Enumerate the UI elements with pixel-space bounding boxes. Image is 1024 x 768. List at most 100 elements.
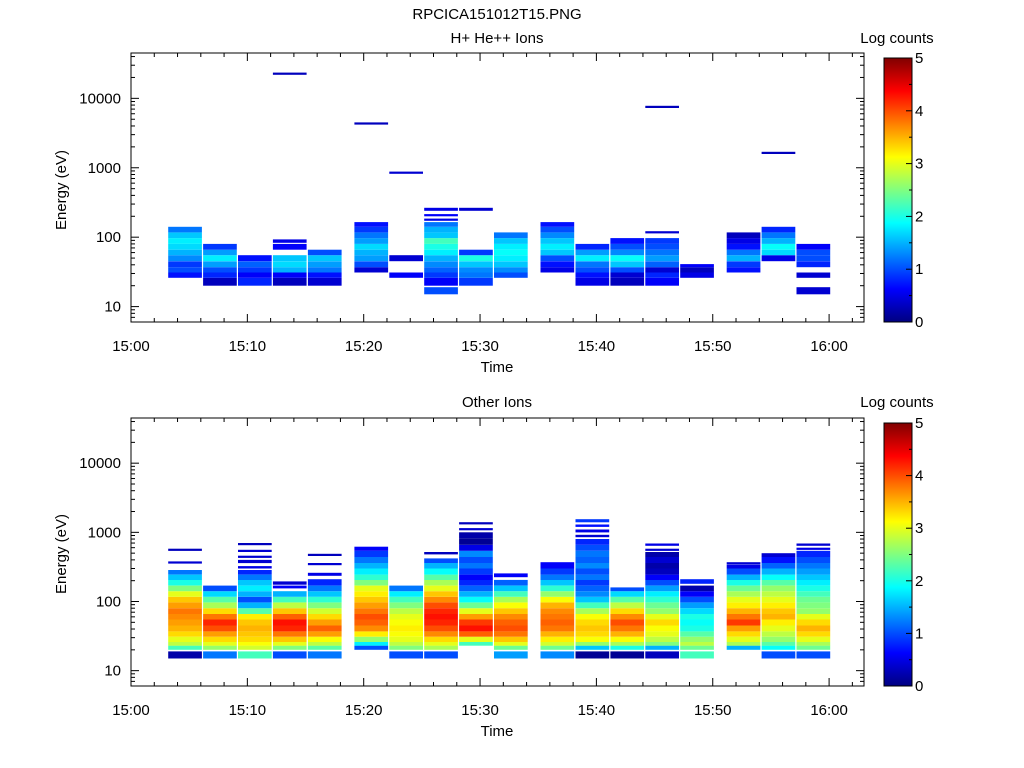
- heatmap-cell: [238, 272, 272, 278]
- colorbar-label: Log counts: [860, 394, 933, 411]
- y-tick-label: 100: [96, 593, 121, 610]
- heatmap-cell: [424, 625, 458, 632]
- y-tick-label: 10: [104, 299, 121, 316]
- heatmap-cell: [680, 602, 714, 609]
- heatmap-cell: [610, 636, 645, 642]
- heatmap-cell: [459, 532, 493, 539]
- x-tick-label: 15:10: [229, 338, 267, 355]
- x-tick-label: 15:00: [112, 702, 150, 719]
- heatmap-cell: [354, 249, 389, 256]
- heatmap-cell: [238, 642, 272, 646]
- colorbar-gradient: [883, 57, 913, 323]
- heatmap-cell: [575, 608, 610, 614]
- heatmap-cell: [610, 272, 645, 278]
- heatmap-cell: [645, 574, 679, 580]
- heatmap-cell: [307, 642, 342, 646]
- heatmap-cell: [575, 651, 610, 659]
- heatmap-cell: [389, 651, 423, 659]
- heatmap-cell: [645, 563, 679, 569]
- heatmap-cell: [680, 651, 714, 659]
- colorbar-tick-label: 2: [915, 208, 923, 225]
- heatmap-cell: [540, 243, 575, 250]
- heatmap-cell: [540, 574, 575, 580]
- heatmap-cell: [575, 544, 610, 551]
- y-axis: 10 100 1000 10000: [79, 421, 864, 687]
- heatmap-cell: [726, 625, 761, 632]
- heatmap-cell: [459, 563, 493, 569]
- heatmap-cell: [424, 585, 458, 592]
- heatmap-cell: [726, 249, 761, 256]
- heatmap-cell: [540, 579, 575, 586]
- heatmap-cell: [203, 272, 237, 278]
- heatmap-cell: [575, 563, 610, 569]
- heatmap-cell: [203, 261, 237, 268]
- x-tick-label: 15:30: [461, 338, 499, 355]
- heatmap-cell: [610, 619, 645, 626]
- y-axis-label: Energy (eV): [53, 514, 70, 594]
- heatmap-cell: [761, 579, 796, 586]
- heatmap-cell: [575, 249, 610, 256]
- heatmap-cell: [575, 557, 610, 563]
- heatmap-cell: [680, 267, 714, 273]
- heatmap-cell: [424, 232, 458, 239]
- heatmap-cell: [389, 614, 423, 620]
- heatmap-cell: [203, 619, 237, 626]
- heatmap-cell: [272, 591, 307, 597]
- heatmap-cell: [238, 625, 272, 632]
- heatmap-cell: [645, 608, 679, 614]
- heatmap-cell: [238, 267, 272, 273]
- heatmap-cell: [761, 232, 796, 239]
- heatmap-cell: [459, 636, 493, 642]
- heatmap-cell: [540, 619, 575, 626]
- heatmap-cell: [168, 651, 202, 659]
- heatmap-cell: [761, 614, 796, 620]
- heatmap-cell: [726, 255, 761, 262]
- heatmap-cell: [540, 568, 575, 575]
- x-axis: 15:00 15:10 15:20 15:30 15:40 15:50 16:00: [112, 53, 853, 355]
- heatmap-cell: [238, 277, 272, 286]
- colorbar-tick-label: 1: [915, 625, 923, 642]
- heatmap-cell: [203, 651, 237, 659]
- heatmap-cell: [168, 619, 202, 626]
- heatmap-cell: [645, 645, 679, 650]
- heatmap-cell: [796, 619, 831, 626]
- heatmap-cell: [494, 238, 528, 244]
- heatmap-cell: [645, 543, 679, 546]
- heatmap-cell: [796, 255, 831, 262]
- heatmap-cell: [726, 596, 761, 603]
- heatmap-cell: [354, 267, 389, 273]
- heatmap-cell: [726, 585, 761, 592]
- heatmap-cell: [354, 625, 389, 632]
- heatmap-cell: [238, 591, 272, 597]
- heatmap-cell: [354, 261, 389, 268]
- heatmap-cell: [796, 579, 831, 586]
- heatmap-cell: [272, 581, 307, 585]
- heatmap-cell: [203, 249, 237, 256]
- heatmap-cell: [272, 602, 307, 609]
- heatmap-cell: [680, 579, 714, 584]
- heatmap-cell: [272, 625, 307, 632]
- heatmap-cell: [796, 636, 831, 642]
- heatmap-cell: [203, 243, 237, 250]
- heatmap-cell: [540, 625, 575, 632]
- heatmap-cell: [726, 238, 761, 244]
- heatmap-cell: [307, 614, 342, 620]
- heatmap-cell: [424, 552, 458, 555]
- heatmap-cell: [307, 255, 342, 262]
- colorbar-tick-label: 2: [915, 573, 923, 590]
- x-axis-label: Time: [481, 359, 514, 376]
- heatmap-cell: [307, 619, 342, 626]
- heatmap-cell: [203, 255, 237, 262]
- heatmap-cell: [645, 238, 679, 244]
- heatmap-cell: [645, 631, 679, 637]
- heatmap-cell: [494, 651, 528, 659]
- heatmap-cell: [796, 287, 831, 295]
- heatmap-cell: [610, 642, 645, 646]
- heatmap-cell: [272, 585, 307, 589]
- heatmap-cell: [494, 232, 528, 239]
- heatmap-cell: [424, 218, 458, 221]
- heatmap-cell: [645, 231, 679, 234]
- heatmap-cell: [540, 645, 575, 650]
- heatmap-cell: [575, 614, 610, 620]
- heatmap-cell: [761, 243, 796, 250]
